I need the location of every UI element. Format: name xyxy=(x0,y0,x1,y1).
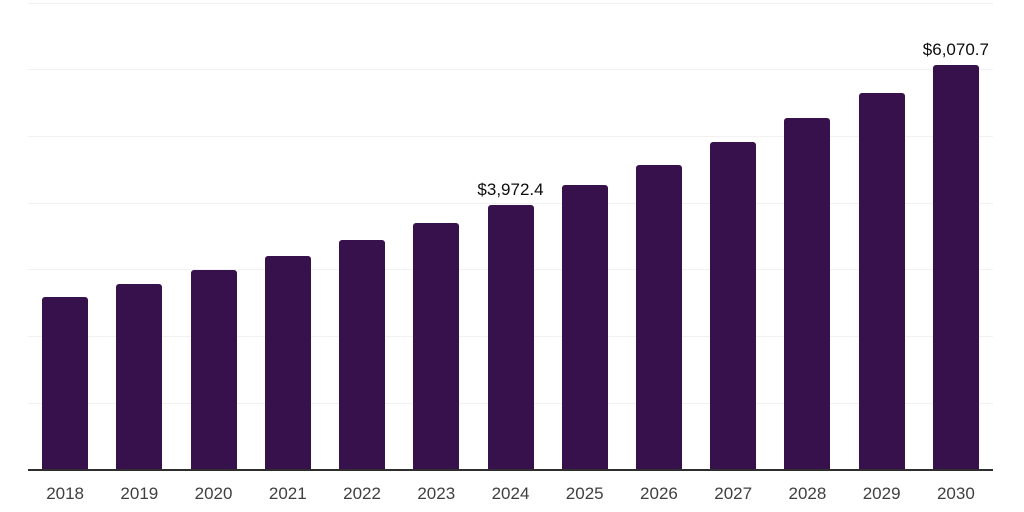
x-tick-label-2030: 2030 xyxy=(936,484,975,503)
bar-2020[interactable] xyxy=(190,270,237,470)
bar-2023[interactable] xyxy=(413,223,460,470)
bar-2027[interactable] xyxy=(710,142,757,470)
bar-2030[interactable] xyxy=(932,65,979,470)
x-tick-label-2021: 2021 xyxy=(268,484,307,503)
gridline-5000 xyxy=(28,135,993,137)
bar-2024[interactable] xyxy=(487,204,534,470)
data-label-2030: $6,070.7 xyxy=(922,39,989,59)
x-tick-label-2019: 2019 xyxy=(120,484,159,503)
bar-2025[interactable] xyxy=(561,185,608,470)
bar-2029[interactable] xyxy=(858,92,905,470)
x-tick-label-2022: 2022 xyxy=(343,484,381,503)
x-tick-label-2020: 2020 xyxy=(194,484,233,503)
x-tick-label-2025: 2025 xyxy=(565,484,604,503)
bar-2019[interactable] xyxy=(116,283,163,470)
x-axis-line xyxy=(28,469,993,471)
x-tick-label-2028: 2028 xyxy=(788,484,827,503)
x-tick-label-2024: 2024 xyxy=(491,484,530,503)
x-tick-label-2026: 2026 xyxy=(640,484,678,503)
bar-2022[interactable] xyxy=(339,239,386,470)
x-tick-label-2023: 2023 xyxy=(417,484,456,503)
gridline-7000 xyxy=(28,2,993,4)
gridline-6000 xyxy=(28,69,993,71)
bar-2018[interactable] xyxy=(42,296,89,470)
bar-2026[interactable] xyxy=(635,164,682,470)
x-tick-label-2029: 2029 xyxy=(862,484,901,503)
gridline-4000 xyxy=(28,202,993,204)
bar-2028[interactable] xyxy=(784,118,831,470)
x-tick-label-2018: 2018 xyxy=(46,484,85,503)
bar-2021[interactable] xyxy=(264,255,311,470)
data-label-2024: $3,972.4 xyxy=(477,179,544,199)
x-tick-label-2027: 2027 xyxy=(714,484,753,503)
